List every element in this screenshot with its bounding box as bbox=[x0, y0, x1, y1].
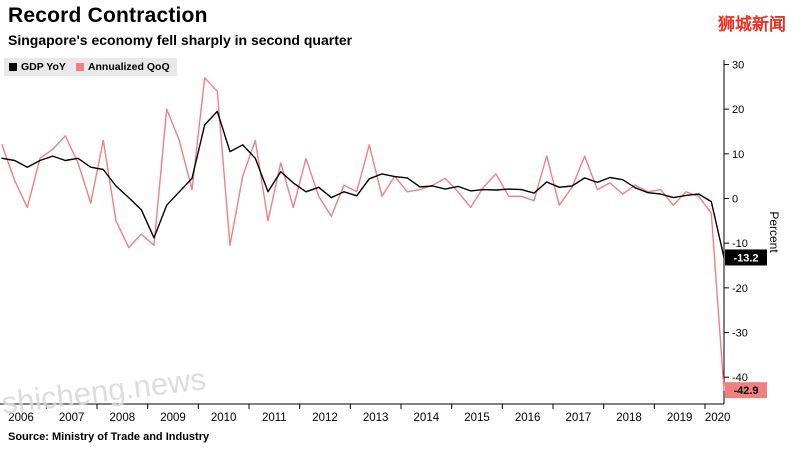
svg-text:Percent: Percent bbox=[767, 211, 781, 253]
gdp-yoy-swatch-icon bbox=[9, 63, 17, 71]
svg-text:2012: 2012 bbox=[312, 412, 338, 424]
svg-text:2015: 2015 bbox=[464, 412, 490, 424]
chart-legend: GDP YoY Annualized QoQ bbox=[4, 58, 177, 76]
svg-text:2009: 2009 bbox=[160, 412, 186, 424]
annualized-qoq-swatch-icon bbox=[75, 63, 84, 71]
svg-text:20: 20 bbox=[732, 104, 744, 116]
svg-text:2013: 2013 bbox=[363, 412, 389, 424]
svg-text:-40: -40 bbox=[732, 372, 748, 384]
svg-text:2014: 2014 bbox=[414, 412, 440, 424]
svg-text:2011: 2011 bbox=[262, 412, 287, 424]
svg-text:2019: 2019 bbox=[667, 412, 693, 424]
svg-text:-13.2: -13.2 bbox=[733, 252, 758, 264]
svg-text:0: 0 bbox=[732, 193, 738, 205]
svg-text:2006: 2006 bbox=[8, 412, 34, 424]
svg-text:2010: 2010 bbox=[211, 412, 237, 424]
chart-subtitle: Singapore's economy fell sharply in seco… bbox=[8, 32, 353, 48]
svg-text:-20: -20 bbox=[732, 283, 748, 295]
svg-text:2008: 2008 bbox=[110, 412, 136, 424]
svg-text:-10: -10 bbox=[732, 238, 748, 250]
legend-item-gdp-yoy: GDP YoY bbox=[9, 61, 66, 73]
svg-text:2007: 2007 bbox=[59, 412, 85, 424]
legend-item-annualized-qoq: Annualized QoQ bbox=[75, 61, 170, 73]
svg-text:2016: 2016 bbox=[515, 412, 541, 424]
svg-text:-30: -30 bbox=[732, 328, 748, 340]
legend-label: GDP YoY bbox=[21, 61, 66, 73]
chart-title: Record Contraction bbox=[8, 4, 208, 27]
site-logo: 狮城新闻 bbox=[718, 15, 786, 34]
source-note: Source: Ministry of Trade and Industry bbox=[8, 431, 210, 443]
svg-text:-42.9: -42.9 bbox=[733, 385, 758, 397]
svg-text:2018: 2018 bbox=[616, 412, 642, 424]
svg-text:30: 30 bbox=[732, 59, 744, 71]
legend-label: Annualized QoQ bbox=[87, 61, 170, 73]
svg-text:10: 10 bbox=[732, 149, 744, 161]
svg-text:2020: 2020 bbox=[705, 412, 731, 424]
svg-text:2017: 2017 bbox=[566, 412, 592, 424]
